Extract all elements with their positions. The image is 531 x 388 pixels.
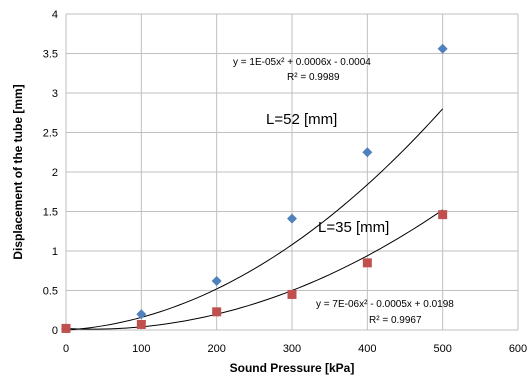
series-2-point [136,319,146,329]
series-1-trendline [65,108,444,331]
y-axis-title: Displacement of the tube [mm] [11,84,25,259]
series-2-point [212,307,222,317]
x-tick-label: 200 [207,343,225,355]
x-tick-label: 100 [132,343,150,355]
series-1-point [362,147,373,158]
series-1-point [211,276,222,287]
series-2-point [287,289,297,299]
y-tick-label: 2.5 [43,128,58,140]
series-1-label: L=52 [mm] [266,111,337,128]
series-1-point [136,309,147,320]
series-1-r2: R² = 0.9989 [287,72,340,83]
series-2-label: L=35 [mm] [318,219,389,236]
x-tick-label: 500 [433,343,451,355]
y-tick-label: 1.5 [43,207,58,219]
y-tick-label: 4 [52,9,58,21]
x-axis-title: Sound Pressure [kPa] [230,361,355,375]
y-tick-label: 1 [52,246,58,258]
y-tick-label: 2 [52,167,58,179]
data-points [61,43,448,334]
y-tick-label: 0 [52,325,58,337]
series-1-point [287,213,297,224]
plot-area-border [65,13,519,331]
x-tick-label: 300 [283,343,301,355]
y-tick-label: 0.5 [43,286,58,298]
series-2-equation: y = 7E-06x² - 0.0005x + 0.0198 [316,299,454,310]
series-1-point [437,43,448,54]
series-2-trendline [65,209,443,330]
grid-lines [66,14,518,330]
series-2-point [438,210,448,220]
y-tick-label: 3 [52,88,58,100]
y-tick-labels: 0 0.5 1 1.5 2 2.5 3 3.5 4 [43,9,58,337]
x-tick-label: 0 [63,343,69,355]
x-tick-label: 600 [509,343,527,355]
x-tick-labels: 0 100 200 300 400 500 600 [63,343,527,355]
x-tick-label: 400 [358,343,376,355]
y-tick-label: 3.5 [43,49,58,61]
series-2-r2: R² = 0.9967 [369,315,422,326]
series-2-point [362,258,372,268]
trendlines [65,108,444,331]
series-1-equation: y = 1E-05x² + 0.0006x - 0.0004 [233,57,371,68]
series-2-point [61,323,71,333]
